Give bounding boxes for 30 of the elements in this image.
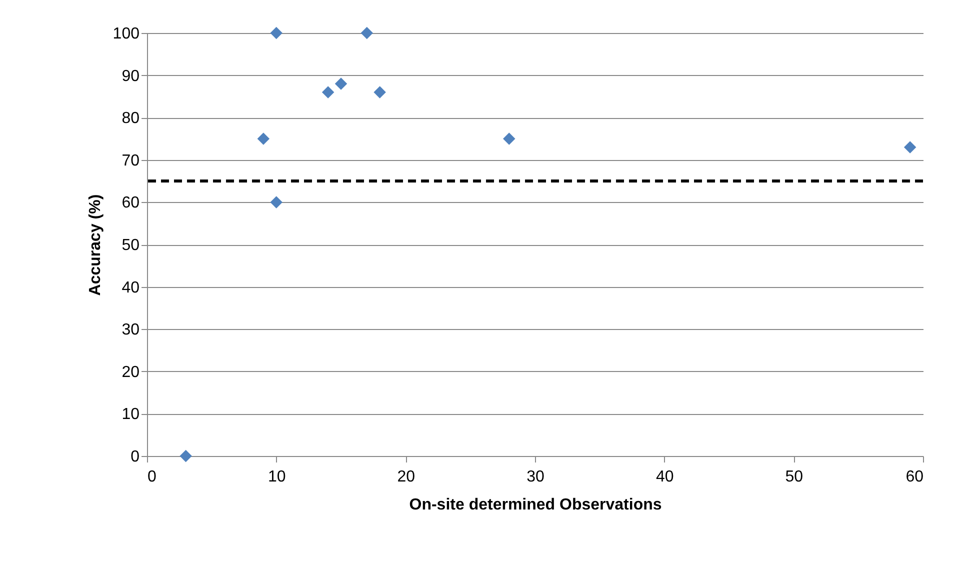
y-tick-label: 70 <box>122 152 140 170</box>
x-tick-label: 60 <box>906 468 924 486</box>
y-axis-title: Accuracy (%) <box>86 194 104 296</box>
y-tick-label: 60 <box>122 194 140 212</box>
y-tick-label: 40 <box>122 279 140 296</box>
y-tick-label: 80 <box>122 110 140 128</box>
y-tick-label: 0 <box>130 448 140 466</box>
x-tick-label: 50 <box>785 468 804 486</box>
x-tick-label: 20 <box>397 468 416 486</box>
point <box>334 78 348 90</box>
x-tick-label: 30 <box>526 468 544 486</box>
x-tick-label: 0 <box>148 468 156 486</box>
x-axis-title: On-site determined Observations <box>409 496 662 514</box>
point <box>322 86 334 98</box>
y-tick-label: 30 <box>122 322 140 339</box>
x-tick-label: 40 <box>656 468 674 486</box>
y-tick-label: 50 <box>122 237 140 254</box>
y-tick-label: 90 <box>122 68 140 85</box>
point <box>360 26 373 40</box>
point <box>257 132 270 145</box>
y-tick-label: 10 <box>122 406 140 424</box>
point <box>503 132 516 145</box>
point <box>904 141 916 154</box>
y-tick-label: 20 <box>122 364 140 381</box>
y-tick-label: 100 <box>112 26 140 42</box>
point <box>270 26 282 40</box>
point <box>374 86 386 98</box>
x-tick-label: 10 <box>268 468 286 486</box>
point <box>270 196 282 208</box>
point <box>180 450 192 462</box>
